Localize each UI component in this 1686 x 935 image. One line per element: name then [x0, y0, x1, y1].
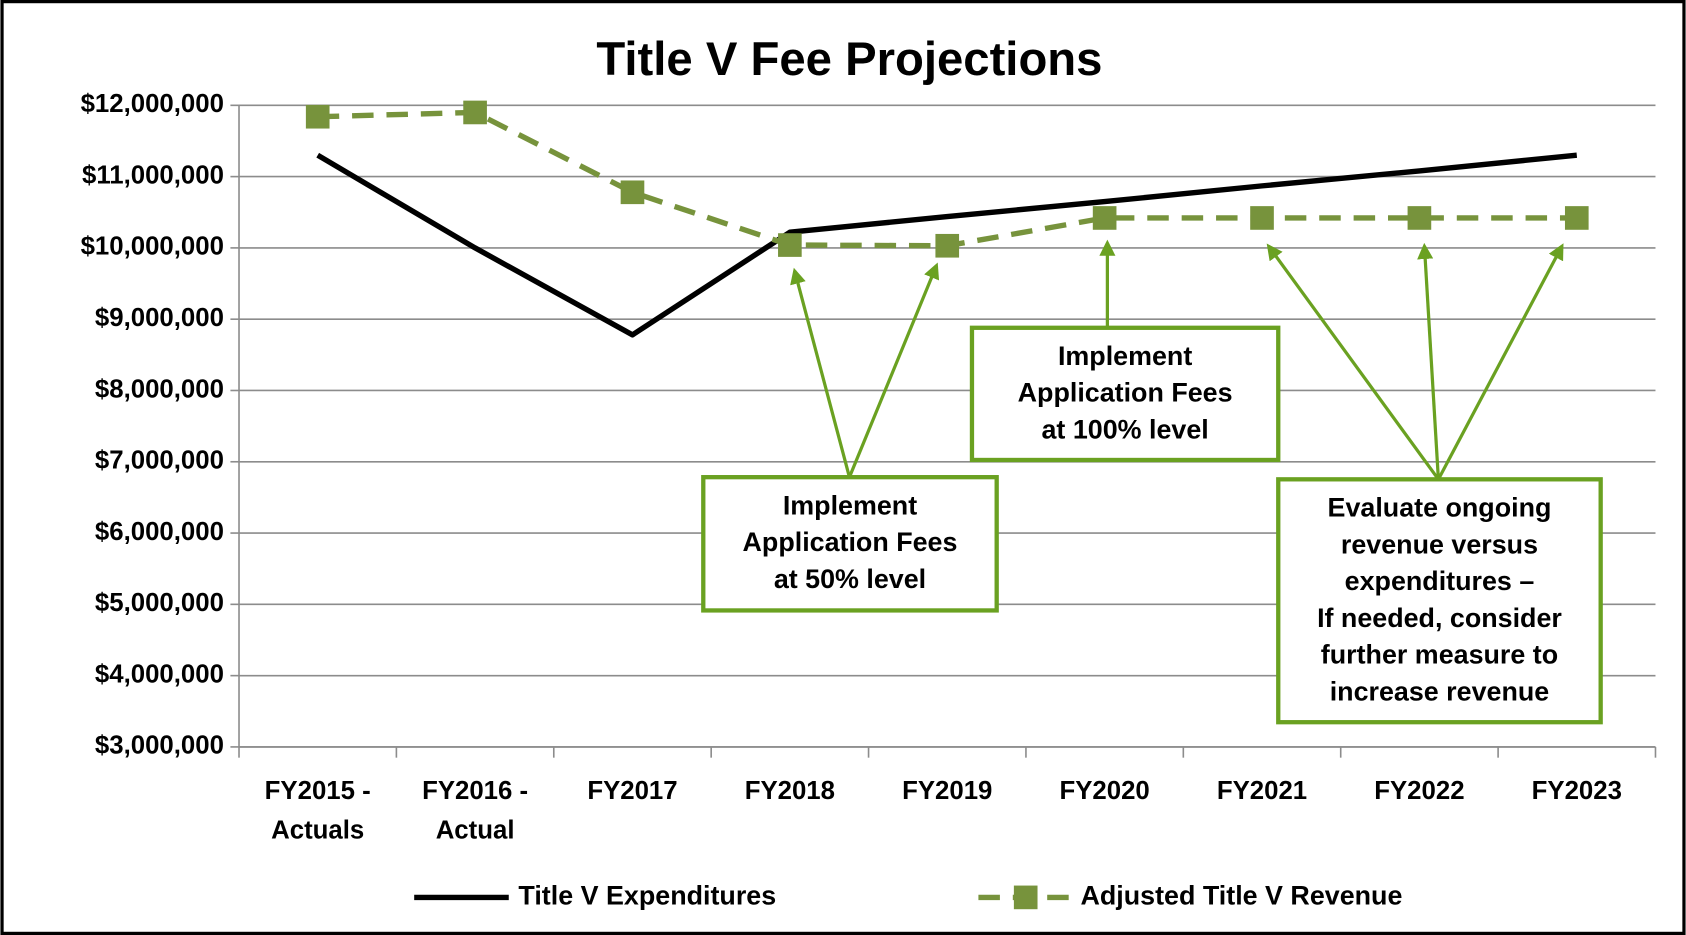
y-tick-label: $5,000,000 [95, 589, 224, 617]
x-tick-label: Actual [436, 817, 515, 845]
series-marker [305, 104, 330, 129]
x-tick-label: FY2018 [745, 777, 835, 805]
annotation-arrows [790, 239, 1564, 481]
series-line [316, 152, 1578, 338]
x-tick-label: FY2021 [1217, 777, 1307, 805]
annotation-text: revenue versus [1341, 529, 1538, 559]
x-tick-label: FY2015 - [265, 777, 371, 805]
series-marker [1407, 206, 1432, 230]
annotation-text: expenditures – [1345, 566, 1535, 596]
y-tick-label: $9,000,000 [95, 304, 224, 332]
annotation-text: further measure to [1321, 640, 1558, 670]
y-tick-label: $3,000,000 [95, 732, 224, 760]
y-tick-label: $11,000,000 [82, 161, 224, 189]
annotation-text: Implement [783, 490, 917, 520]
annotation-box [969, 325, 1281, 463]
series-marker [1250, 206, 1274, 230]
legend-marker [1013, 885, 1038, 910]
series-marker [463, 100, 487, 125]
y-tick-label: $12,000,000 [81, 90, 224, 118]
y-tick-label: $10,000,000 [81, 233, 224, 261]
annotation-text: at 100% level [1041, 414, 1208, 444]
annotation-text: Implement [1058, 341, 1192, 371]
series-marker [935, 233, 960, 258]
x-tick-label: FY2017 [587, 777, 677, 805]
series-marker [778, 233, 802, 257]
chart-title: Title V Fee Projections [596, 33, 1102, 86]
series-marker [620, 180, 645, 205]
y-tick-label: $4,000,000 [95, 660, 224, 688]
x-tick-label: FY2019 [902, 777, 992, 805]
y-tick-label: $8,000,000 [95, 375, 224, 403]
y-tick-label: $6,000,000 [95, 518, 224, 546]
legend-label: Title V Expenditures [518, 880, 776, 910]
annotation-box [1276, 477, 1603, 725]
annotation-text: If needed, consider [1317, 603, 1562, 633]
annotation-text: increase revenue [1330, 676, 1550, 706]
x-tick-label: Actuals [271, 817, 364, 845]
series-marker [1564, 206, 1589, 230]
annotation-text: Evaluate ongoing [1328, 493, 1552, 523]
legend-label: Adjusted Title V Revenue [1081, 880, 1403, 910]
x-tick-label: FY2022 [1374, 777, 1464, 805]
series-marker [1092, 206, 1117, 230]
x-tick-label: FY2020 [1059, 777, 1149, 805]
annotation-box [701, 475, 999, 613]
annotation-text: at 50% level [774, 564, 926, 594]
annotation-text: Application Fees [743, 527, 958, 557]
x-tick-label: FY2023 [1532, 777, 1622, 805]
x-tick-label: FY2016 - [422, 777, 528, 805]
y-tick-label: $7,000,000 [95, 447, 224, 475]
annotation-text: Application Fees [1018, 378, 1233, 408]
